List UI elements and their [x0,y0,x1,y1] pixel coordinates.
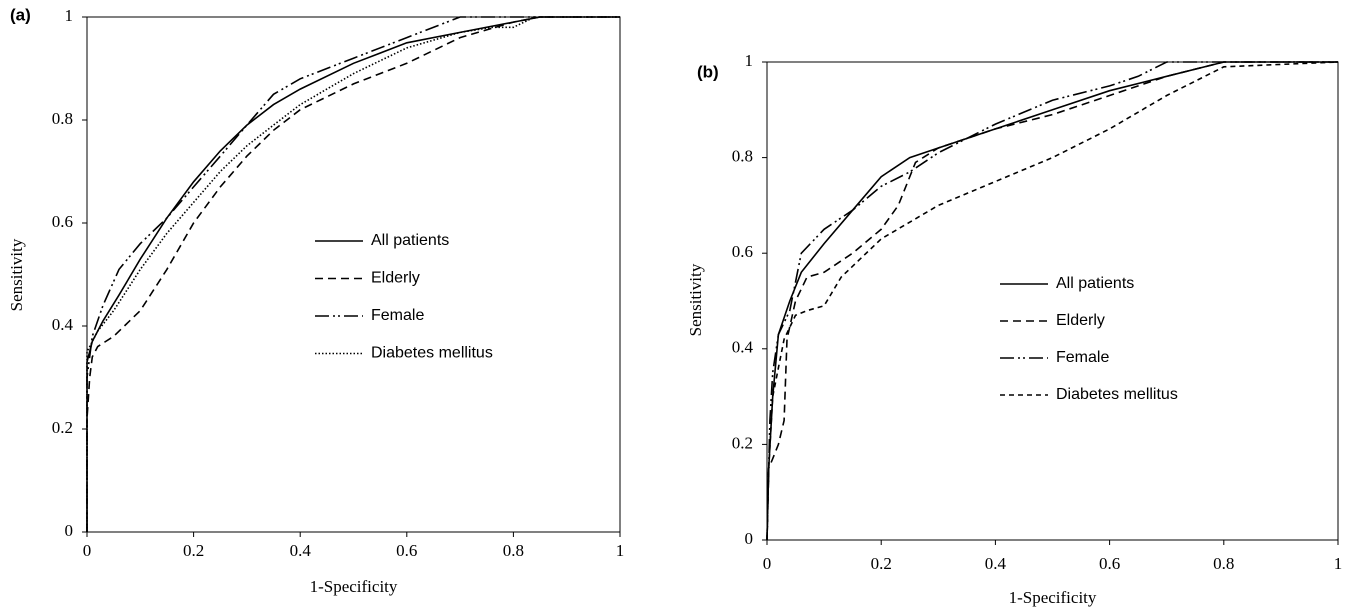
legend-label: Diabetes mellitus [1056,386,1178,403]
roc-curve [766,61,1338,541]
legend-label: Female [1056,349,1109,366]
y-tick-label: 0.8 [732,147,753,166]
roc-curve [766,61,1338,541]
x-axis-title: 1-Specificity [310,577,398,596]
y-axis-title: Sensitivity [7,238,26,311]
x-tick-label: 1 [1334,554,1343,573]
plot-frame [86,16,621,533]
legend-label: Diabetes mellitus [371,345,493,362]
y-tick-label: 0 [745,529,754,548]
y-tick-label: 0.2 [732,433,753,452]
roc-curve [86,16,620,532]
plot-frame [766,61,1339,541]
y-tick-label: 0 [65,521,74,540]
y-tick-label: 0.2 [52,418,73,437]
y-tick-label: 0.6 [52,212,73,231]
x-tick-label: 0 [83,541,92,560]
legend-label: All patients [371,232,449,249]
x-tick-label: 0.6 [396,541,417,560]
x-tick-label: 1 [616,541,625,560]
x-tick-label: 0.2 [871,554,892,573]
legend-label: All patients [1056,275,1134,292]
roc-curve [86,16,620,532]
x-tick-label: 0.4 [985,554,1007,573]
roc-curve [766,61,1339,541]
x-tick-label: 0.6 [1099,554,1120,573]
x-tick-label: 0 [763,554,772,573]
panel-label: (b) [697,62,719,81]
y-tick-label: 0.4 [52,315,74,334]
y-tick-label: 0.4 [732,338,754,357]
legend-label: Elderly [371,270,420,287]
x-tick-label: 0.8 [503,541,524,560]
roc-curve [86,16,620,532]
x-axis-title: 1-Specificity [1009,588,1097,607]
y-tick-label: 1 [745,51,754,70]
legend-label: Female [371,307,424,324]
y-tick-label: 0.8 [52,109,73,128]
y-tick-label: 1 [65,6,74,25]
roc-curve [86,16,620,532]
roc-curve [766,61,1338,541]
x-tick-label: 0.2 [183,541,204,560]
y-tick-label: 0.6 [732,242,753,261]
x-tick-label: 0.8 [1213,554,1234,573]
x-tick-label: 0.4 [290,541,312,560]
panel-label: (a) [10,5,31,24]
legend-label: Elderly [1056,312,1105,329]
y-axis-title: Sensitivity [686,263,705,336]
